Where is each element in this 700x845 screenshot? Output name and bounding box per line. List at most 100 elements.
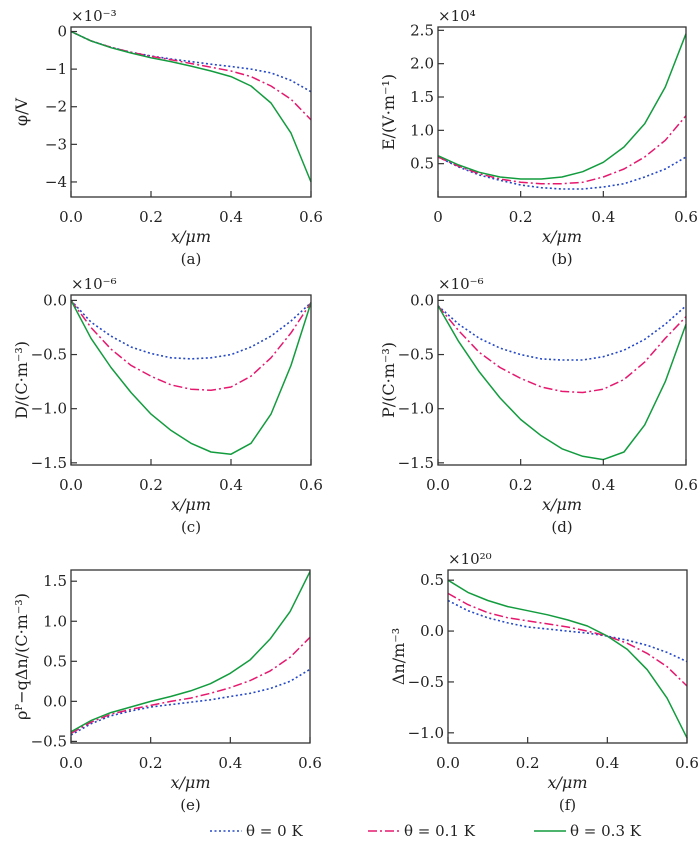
- x-tick-label: 0: [433, 208, 443, 226]
- panel-caption: (a): [181, 250, 202, 268]
- x-tick-label: 0.4: [219, 476, 243, 494]
- y-axis-label: E/(V·m⁻¹): [379, 74, 398, 150]
- y-tick-label: 2.5: [410, 21, 434, 39]
- x-tick-label: 0.4: [595, 754, 619, 772]
- series-line-1: [70, 30, 312, 121]
- y-tick-label: −0.5: [31, 346, 67, 364]
- legend-label: θ = 0.1 K: [404, 822, 476, 840]
- y-tick-label: 1.0: [410, 121, 434, 139]
- y-tick-label: 0.0: [43, 291, 67, 309]
- x-tick-label: 0.4: [591, 476, 615, 494]
- panel-d: 0.0 0.2 0.4 0.6 0.0 −0.5 −1.0 −1.5 x/μm (d) P/(C·m…: [379, 275, 698, 536]
- series-line-1: [70, 636, 311, 735]
- series-line-2: [70, 30, 312, 183]
- x-tick-label: 0.2: [139, 208, 163, 226]
- axis-multiplier: ×10⁴: [438, 7, 476, 25]
- y-axis-label: φ/V: [12, 97, 31, 126]
- x-tick-label: 0.0: [59, 476, 83, 494]
- legend-item: θ = 0.1 K: [368, 822, 476, 840]
- x-tick-label: 0.2: [139, 476, 163, 494]
- plot-frame: [70, 26, 312, 198]
- y-tick-label: −4: [45, 173, 67, 191]
- panel-b: 0 0.2 0.4 0.6 0.5 1.0 1.5 2.0 2.5 x/μm (b) E/(V·m⁻¹…: [379, 7, 698, 268]
- panel-c: 0.0 0.2 0.4 0.6 0.0 −0.5 −1.0 −1.5 x/μm (c) D/(C·m…: [12, 275, 323, 536]
- panel-caption: (e): [180, 796, 201, 814]
- panel-a: 0.0 0.2 0.4 0.6 0 −1 −2 −3 −4 x/μm (a) φ/V ×10⁻³: [12, 7, 323, 268]
- legend: θ = 0 K θ = 0.1 K θ = 0.3 K: [210, 822, 642, 840]
- y-tick-label: −0.5: [398, 346, 434, 364]
- x-axis-label: x/μm: [171, 773, 211, 792]
- axis-multiplier: ×10⁻⁶: [71, 275, 117, 293]
- series-line-1: [437, 115, 687, 185]
- panel-caption: (b): [551, 250, 572, 268]
- y-tick-label: 0.0: [410, 291, 434, 309]
- series-line-2: [70, 300, 312, 455]
- y-tick-label: 2.0: [410, 55, 434, 73]
- axis-multiplier: ×10⁻³: [71, 7, 117, 25]
- panel-e: 0.0 0.2 0.4 0.6 −0.5 0.0 0.5 1.0 1.5 x/μm (e) ρᴾ−qΔ…: [12, 569, 322, 814]
- y-tick-label: −1.0: [31, 400, 67, 418]
- x-axis-label: x/μm: [171, 227, 211, 246]
- y-tick-label: 1.5: [43, 572, 67, 590]
- series-line-2: [70, 571, 311, 733]
- panel-caption: (d): [551, 518, 572, 536]
- y-axis-label: P/(C·m⁻³): [379, 342, 398, 418]
- x-axis-label: x/μm: [542, 227, 582, 246]
- y-tick-label: 0.5: [43, 652, 67, 670]
- x-tick-label: 0.4: [591, 208, 615, 226]
- y-tick-label: −1.5: [31, 454, 67, 472]
- panel-f: 0.0 0.2 0.4 0.6 0.5 0.0 −0.5 −1.0 x/μm (f) Δn/m⁻³ ×…: [389, 550, 699, 814]
- series-line-2: [437, 33, 687, 180]
- y-axis-label: Δn/m⁻³: [389, 628, 408, 685]
- y-tick-label: −1.0: [408, 724, 444, 742]
- series-line-0: [437, 156, 687, 190]
- series-line-1: [437, 305, 687, 394]
- x-tick-label: 0.2: [516, 754, 540, 772]
- series-line-2: [447, 579, 688, 739]
- y-tick-label: 0.5: [410, 155, 434, 173]
- plot-frame: [437, 26, 687, 198]
- y-tick-label: 1.0: [43, 612, 67, 630]
- axis-multiplier: ×10²⁰: [448, 550, 492, 568]
- y-tick-label: −0.5: [31, 732, 67, 750]
- x-tick-label: 0.6: [674, 208, 698, 226]
- series-line-0: [437, 305, 687, 361]
- series-line-0: [447, 599, 688, 663]
- x-tick-label: 0.6: [299, 476, 323, 494]
- series-line-0: [70, 668, 311, 736]
- y-tick-label: 0.5: [420, 571, 444, 589]
- y-tick-label: 0.0: [420, 622, 444, 640]
- x-tick-label: 0.4: [219, 208, 243, 226]
- x-tick-label: 0.0: [426, 476, 450, 494]
- series-line-1: [447, 592, 688, 687]
- x-tick-label: 0.0: [59, 754, 83, 772]
- x-tick-label: 0.2: [509, 208, 533, 226]
- x-tick-label: 0.2: [139, 754, 163, 772]
- plot-frame: [437, 294, 687, 466]
- y-tick-label: 0.0: [43, 692, 67, 710]
- y-tick-label: −2: [45, 98, 67, 116]
- legend-item: θ = 0.3 K: [534, 822, 642, 840]
- y-axis-label: D/(C·m⁻³): [12, 341, 31, 419]
- y-tick-label: −0.5: [408, 673, 444, 691]
- legend-label: θ = 0.3 K: [570, 822, 642, 840]
- plot-frame: [70, 569, 311, 744]
- y-tick-label: −1.0: [398, 400, 434, 418]
- x-tick-label: 0.0: [59, 208, 83, 226]
- x-tick-label: 0.0: [436, 754, 460, 772]
- series-line-1: [70, 299, 312, 392]
- y-tick-label: −3: [45, 135, 67, 153]
- plot-frame: [70, 294, 312, 466]
- x-axis-label: x/μm: [171, 495, 211, 514]
- plot-frame: [447, 569, 688, 744]
- y-axis-label: ρᴾ−qΔn/(C·m⁻³): [12, 593, 31, 720]
- series-line-2: [437, 305, 687, 461]
- y-tick-label: −1: [45, 60, 67, 78]
- y-tick-label: 0: [57, 23, 67, 41]
- x-axis-label: x/μm: [548, 773, 588, 792]
- panel-caption: (c): [181, 518, 201, 536]
- legend-label: θ = 0 K: [246, 822, 303, 840]
- x-tick-label: 0.6: [675, 754, 699, 772]
- x-tick-label: 0.6: [674, 476, 698, 494]
